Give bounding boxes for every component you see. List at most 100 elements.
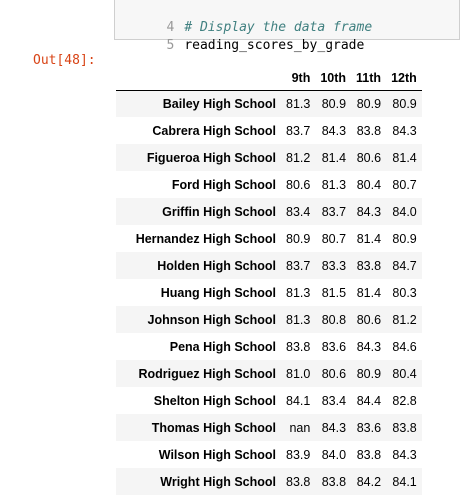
table-cell: 84.0	[392, 204, 417, 219]
table-cell: 80.6	[356, 312, 382, 327]
table-row: Holden High School 83.7 83.3 83.8 84.7	[116, 252, 422, 279]
table-cell: 80.6	[356, 150, 382, 165]
table-cell: 80.6	[321, 366, 347, 381]
table-cell: 82.8	[392, 393, 417, 408]
column-header: 9th	[281, 66, 316, 91]
table-cell: 80.4	[392, 366, 417, 381]
table-cell: 83.7	[286, 123, 311, 138]
table-cell: 81.4	[392, 150, 417, 165]
code-line: 5 reading_scores_by_grade	[115, 19, 364, 53]
table-cell: 84.0	[321, 447, 347, 462]
table-cell: 80.9	[286, 231, 311, 246]
column-header: 11th	[351, 66, 387, 91]
table-row: Huang High School 81.3 81.5 81.4 80.3	[116, 279, 422, 306]
table-cell: 84.3	[392, 123, 417, 138]
table-cell: 83.8	[356, 123, 382, 138]
table-row: Wright High School 83.8 83.8 84.2 84.1	[116, 468, 422, 495]
line-number: 5	[166, 38, 175, 53]
table-cell: 83.8	[321, 474, 347, 489]
code-cell[interactable]: 4 # Display the data frame 5 reading_score…	[114, 0, 460, 53]
row-index-label: Shelton High School	[153, 393, 276, 408]
table-cell: 83.8	[356, 258, 382, 273]
table-cell: 81.5	[321, 285, 347, 300]
column-header: 10th	[315, 66, 352, 91]
table-cell: 80.4	[356, 177, 382, 192]
row-index-label: Holden High School	[157, 258, 276, 273]
table-cell: 84.6	[392, 339, 417, 354]
table-cell: 81.4	[356, 231, 382, 246]
row-index-label: Pena High School	[169, 339, 276, 354]
table-cell: 80.9	[356, 366, 382, 381]
table-row: Shelton High School 84.1 83.4 84.4 82.8	[116, 387, 422, 414]
row-index-label: Thomas High School	[151, 420, 276, 435]
table-row: Ford High School 80.6 81.3 80.4 80.7	[116, 171, 422, 198]
table-row: Thomas High School nan 84.3 83.6 83.8	[116, 414, 422, 441]
row-index-label: Bailey High School	[162, 96, 276, 111]
table-header-row: 9th 10th 11th 12th	[116, 66, 422, 91]
table-cell: 81.3	[286, 312, 311, 327]
table-cell: 80.8	[321, 312, 347, 327]
table-cell: 81.3	[286, 96, 311, 111]
table-cell: 80.6	[286, 177, 311, 192]
output-prompt: Out[48]:	[33, 53, 96, 68]
table-cell: 81.3	[286, 285, 311, 300]
row-index-label: Cabrera High School	[152, 123, 276, 138]
table-row: Pena High School 83.8 83.6 84.3 84.6	[116, 333, 422, 360]
row-index-label: Huang High School	[160, 285, 276, 300]
table-cell: 83.6	[356, 420, 382, 435]
table-cell: 83.6	[321, 339, 347, 354]
code-line: 4 # Display the data frame	[115, 1, 372, 35]
table-cell: 83.8	[286, 339, 311, 354]
table-cell: 84.3	[356, 339, 382, 354]
table-row: Rodriguez High School 81.0 80.6 80.9 80.4	[116, 360, 422, 387]
table-cell: 81.3	[321, 177, 347, 192]
table-cell: 83.4	[321, 393, 347, 408]
code-comment: # Display the data frame	[184, 20, 373, 35]
table-cell: nan	[289, 420, 311, 435]
table-cell: 84.3	[392, 447, 417, 462]
table-cell: 83.8	[392, 420, 417, 435]
index-header	[116, 66, 281, 91]
table-cell: 83.7	[286, 258, 311, 273]
row-index-label: Griffin High School	[162, 204, 276, 219]
table-row: Wilson High School 83.9 84.0 83.8 84.3	[116, 441, 422, 468]
row-index-label: Wilson High School	[158, 447, 276, 462]
row-index-label: Johnson High School	[147, 312, 276, 327]
table-cell: 81.0	[286, 366, 311, 381]
table-cell: 84.1	[286, 393, 311, 408]
table-cell: 80.9	[392, 231, 417, 246]
table-row: Griffin High School 83.4 83.7 84.3 84.0	[116, 198, 422, 225]
table-row: Cabrera High School 83.7 84.3 83.8 84.3	[116, 117, 422, 144]
table-cell: 80.9	[321, 96, 347, 111]
table-cell: 83.3	[321, 258, 347, 273]
table-cell: 84.3	[356, 204, 382, 219]
table-cell: 84.7	[392, 258, 417, 273]
table-cell: 83.4	[286, 204, 311, 219]
table-row: Figueroa High School 81.2 81.4 80.6 81.4	[116, 144, 422, 171]
table-cell: 84.1	[392, 474, 417, 489]
dataframe-table: 9th 10th 11th 12th Bailey High School 81.3 80…	[116, 66, 422, 495]
table-cell: 80.9	[392, 96, 417, 111]
row-index-label: Figueroa High School	[146, 150, 276, 165]
table-cell: 83.8	[356, 447, 382, 462]
table-cell: 84.3	[321, 420, 347, 435]
table-row: Bailey High School 81.3 80.9 80.9 80.9	[116, 90, 422, 117]
table-cell: 81.2	[286, 150, 311, 165]
table-cell: 80.7	[392, 177, 417, 192]
code-text: reading_scores_by_grade	[184, 38, 365, 53]
row-index-label: Wright High School	[160, 474, 276, 489]
table-cell: 83.9	[286, 447, 311, 462]
table-cell: 84.4	[356, 393, 382, 408]
table-row: Johnson High School 81.3 80.8 80.6 81.2	[116, 306, 422, 333]
table-cell: 83.7	[321, 204, 347, 219]
table-cell: 84.2	[356, 474, 382, 489]
table-cell: 80.3	[392, 285, 417, 300]
table-cell: 83.8	[286, 474, 311, 489]
table-cell: 81.4	[321, 150, 347, 165]
table-row: Hernandez High School 80.9 80.7 81.4 80.9	[116, 225, 422, 252]
table-cell: 84.3	[321, 123, 347, 138]
table-cell: 81.2	[392, 312, 417, 327]
line-number: 4	[166, 20, 175, 35]
table-cell: 81.4	[356, 285, 382, 300]
row-index-label: Rodriguez High School	[138, 366, 277, 381]
